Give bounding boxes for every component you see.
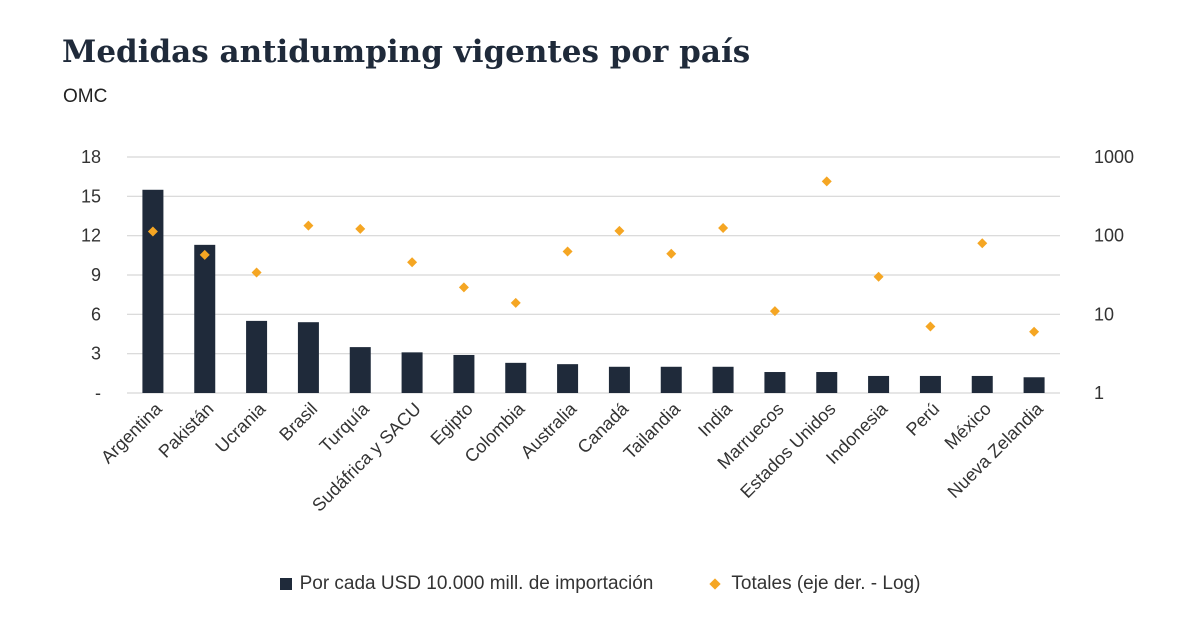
- legend-label-bars: Por cada USD 10.000 mill. de importación: [299, 573, 654, 594]
- bar: [660, 366, 682, 393]
- marker-point: [718, 223, 729, 234]
- bar: [505, 362, 527, 393]
- right-tick-label: 100: [1094, 226, 1124, 246]
- marker-point: [147, 226, 158, 237]
- bar: [816, 372, 838, 393]
- bar: [712, 366, 734, 393]
- left-tick-label: 18: [81, 147, 101, 167]
- marker-point: [355, 223, 366, 234]
- marker-point: [769, 306, 780, 317]
- marker-point: [977, 238, 988, 249]
- legend-bar-swatch: [279, 578, 292, 590]
- marker-point: [1029, 326, 1040, 337]
- legend: Por cada USD 10.000 mill. de importación…: [0, 573, 1200, 595]
- right-tick-label: 10: [1094, 304, 1114, 324]
- marker-point: [251, 267, 262, 278]
- bar: [764, 372, 786, 393]
- x-category-label: Perú: [902, 399, 943, 440]
- gridlines: [127, 156, 1060, 394]
- x-category-label: Brasil: [275, 399, 321, 445]
- marker-point: [666, 248, 677, 259]
- bar: [557, 364, 579, 393]
- marker-point: [562, 246, 573, 257]
- right-axis: 1 10 100 1000: [1094, 147, 1134, 403]
- x-category-label: Estados Unidos: [736, 399, 839, 502]
- legend-item-bars: Por cada USD 10.000 mill. de importación: [279, 573, 654, 595]
- marker-point: [821, 176, 832, 187]
- x-category-label: Egipto: [427, 399, 477, 449]
- right-tick-label: 1000: [1094, 147, 1134, 167]
- legend-label-markers: Totales (eje der. - Log): [731, 573, 921, 594]
- x-category-label: Argentina: [97, 398, 166, 467]
- left-axis: - 3 6 9 12 15 18: [81, 147, 101, 403]
- x-category-label: Pakistán: [155, 399, 218, 462]
- bar: [194, 244, 216, 393]
- marker-point: [873, 271, 884, 282]
- left-tick-label: -: [95, 383, 101, 403]
- x-category-label: Australia: [517, 398, 581, 462]
- bar: [142, 189, 164, 393]
- marker-series: [147, 176, 1040, 337]
- legend-diamond-swatch: [709, 578, 722, 590]
- bar: [297, 322, 319, 393]
- bar: [919, 375, 941, 393]
- left-tick-label: 15: [81, 186, 101, 206]
- marker-point: [407, 257, 418, 268]
- bar: [401, 352, 423, 393]
- chart-title: Medidas antidumping vigentes por país: [62, 34, 751, 70]
- x-category-label: Tailandia: [620, 398, 685, 463]
- bar-series: [142, 189, 1045, 393]
- bar: [246, 320, 268, 393]
- legend-item-markers: Totales (eje der. - Log): [709, 573, 921, 595]
- bar: [349, 347, 371, 393]
- bar: [868, 375, 890, 393]
- left-tick-label: 9: [91, 265, 101, 285]
- chart-subtitle: OMC: [63, 86, 108, 107]
- x-category-label: Ucrania: [211, 398, 270, 457]
- bar: [971, 375, 993, 393]
- marker-point: [303, 220, 314, 231]
- bar: [1023, 377, 1045, 393]
- marker-point: [458, 282, 469, 293]
- marker-point: [614, 225, 625, 236]
- left-tick-label: 6: [91, 304, 101, 324]
- bar: [453, 354, 475, 393]
- bar: [608, 366, 630, 393]
- x-category-label: Nueva Zelandia: [944, 398, 1048, 502]
- right-tick-label: 1: [1094, 383, 1104, 403]
- left-tick-label: 3: [91, 344, 101, 364]
- marker-point: [199, 249, 210, 260]
- x-category-label: India: [694, 398, 736, 440]
- marker-point: [510, 297, 521, 308]
- left-tick-label: 12: [81, 226, 101, 246]
- marker-point: [925, 321, 936, 332]
